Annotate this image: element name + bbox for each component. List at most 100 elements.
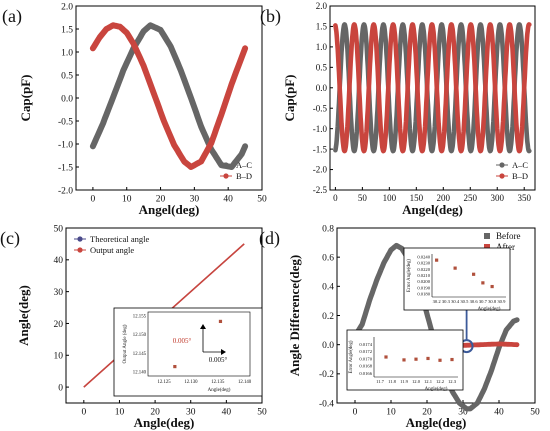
- inset-top-x-tick-label: 30.2: [433, 299, 442, 304]
- legend-label: A–C: [236, 160, 252, 170]
- legend-label: A–C: [512, 160, 528, 170]
- inset-bottom-x-tick-label: 11.7: [376, 379, 385, 384]
- legend-label: B–D: [512, 171, 528, 181]
- x-tick-label: 350: [517, 193, 531, 203]
- inset-frame: [113, 307, 263, 397]
- inset-bottom-x-title: Angle(deg): [425, 387, 448, 392]
- legend-label: Output angle: [90, 245, 134, 255]
- y-tick-label: 40: [54, 256, 64, 266]
- x-tick-label: 10: [122, 195, 132, 205]
- legend-label: Before: [496, 231, 521, 241]
- x-tick-label: 50: [257, 195, 267, 205]
- inset-y-tick-label: 12.140: [133, 371, 147, 376]
- y-tick-label: 50: [54, 224, 64, 234]
- y-tick-label: -1.0: [313, 124, 328, 134]
- inset-top-point: [490, 284, 494, 289]
- inset-bottom-y-tick-label: 0.0166: [359, 371, 372, 376]
- legend-marker: [77, 236, 83, 242]
- annot-v-label: 0.005°: [173, 337, 192, 345]
- inset-bottom-x-tick-label: 11.8: [388, 379, 397, 384]
- y-axis-title: Angle Difference(deg): [287, 255, 302, 376]
- inset-top-x-tick-label: 30.8: [488, 299, 497, 304]
- inset-bottom-y-title: Error Angle(deg): [349, 340, 354, 373]
- y-tick-label: -0.5: [313, 103, 328, 113]
- y-tick-label: -1.0: [58, 140, 73, 150]
- inset-point: [173, 364, 177, 369]
- y-axis-title: Cap(pF): [18, 75, 33, 122]
- legend-marker: [77, 247, 83, 253]
- y-tick-label: 2.0: [61, 2, 73, 12]
- inset-bottom-x-tick-label: 11.9: [400, 379, 409, 384]
- inset-bottom-x-tick-label: 12.3: [448, 379, 457, 384]
- inset-bottom-point: [402, 358, 406, 362]
- inset-bottom-y-tick-label: 0.0172: [359, 349, 372, 354]
- inset-bottom-x-tick-label: 12.1: [424, 379, 433, 384]
- inset-bottom-x-tick-label: 12.2: [436, 379, 445, 384]
- x-tick-label: 100: [383, 193, 397, 203]
- y-tick-label: 0.8: [322, 224, 334, 234]
- annot-h-head: [221, 349, 226, 355]
- x-tick-label: 0: [353, 408, 358, 418]
- inset-bottom-x-tick-label: 12.0: [412, 379, 421, 384]
- y-tick-label: 1.5: [61, 25, 73, 35]
- legend-label: After: [496, 242, 515, 252]
- inset-x-title: Angle(deg): [208, 388, 231, 393]
- inset-x-tick-label: 12.130: [184, 380, 198, 385]
- y-tick-label: -1.5: [58, 163, 73, 173]
- y-tick-label: 1.0: [316, 42, 328, 52]
- x-tick-label: 10: [386, 408, 396, 418]
- x-tick-label: 30: [458, 408, 468, 418]
- panel-d: 0 10 20 30 40 50 -0.4 -0.2 0.0 0.2 0.4 0.6 0.8 Angle(…: [259, 224, 540, 430]
- inset-y-tick-label: 12.155: [133, 314, 147, 319]
- plot-frame: [329, 5, 536, 191]
- x-tick-label: 250: [464, 193, 478, 203]
- y-tick-label: 20: [54, 320, 64, 330]
- x-axis-title: Angel(deg): [139, 202, 200, 217]
- inset-bottom-point: [450, 357, 454, 362]
- inset-top-y-tick-label: 0.0220: [417, 267, 430, 272]
- inset-top-point: [481, 281, 485, 285]
- x-tick-label: 20: [150, 408, 160, 418]
- x-tick-label: 30: [190, 195, 200, 205]
- x-tick-label: 200: [437, 193, 451, 203]
- y-axis-title: Angle(deg): [16, 285, 31, 346]
- inset-top-x-tick-label: 30.9: [497, 299, 506, 304]
- inset-x-tick-label: 12.140: [238, 380, 252, 385]
- annot-h-label: 0.005°: [209, 356, 228, 364]
- inset-top-x-tick-label: 30.6: [470, 299, 479, 304]
- inset-bottom-y-tick-label: 0.0168: [359, 364, 372, 369]
- inset-top-y-tick-label: 0.0190: [417, 285, 430, 290]
- y-tick-label: 0.2: [322, 312, 334, 322]
- inset-bottom-point: [426, 356, 430, 361]
- x-tick-label: 10: [115, 408, 125, 418]
- y-tick-label: -2.0: [313, 165, 328, 175]
- y-tick-label: 0.0: [322, 341, 334, 351]
- x-tick-label: 0: [333, 193, 338, 203]
- inset-x-tick-label: 12.125: [158, 380, 172, 385]
- x-tick-label: 30: [186, 408, 196, 418]
- y-tick-label: 0.4: [322, 283, 334, 293]
- x-tick-label: 40: [494, 408, 504, 418]
- inset-top-y-tick-label: 0.0180: [417, 291, 430, 296]
- x-axis-title: Angle(deg): [134, 415, 195, 430]
- inset-top-y-tick-label: 0.0200: [417, 279, 430, 284]
- inset-x-tick-label: 12.135: [211, 380, 225, 385]
- x-tick-label: 150: [410, 193, 424, 203]
- y-tick-label: 2.0: [316, 1, 328, 11]
- panel-c: 0 10 20 30 40 50 0 10 20 30 40 50 Angle(deg) Angle(de…: [0, 224, 267, 430]
- y-tick-label: 0.5: [316, 62, 328, 72]
- legend-marker: [499, 173, 505, 179]
- series-ac-line: [89, 22, 249, 170]
- y-tick-label: -2.5: [313, 185, 328, 195]
- y-tick-label: 10: [54, 352, 64, 362]
- legend-marker: [484, 244, 490, 250]
- inset-top-point: [435, 258, 439, 262]
- inset-point: [218, 319, 223, 324]
- x-axis-title: Angle(deg): [406, 415, 467, 430]
- y-axis-title: Cap(pF): [282, 75, 297, 122]
- y-tick-label: -0.5: [58, 117, 73, 127]
- inset-bottom-point: [384, 355, 388, 359]
- y-tick-label: 0.6: [322, 253, 334, 263]
- inset-bottom-y-tick-label: 0.0170: [359, 356, 372, 361]
